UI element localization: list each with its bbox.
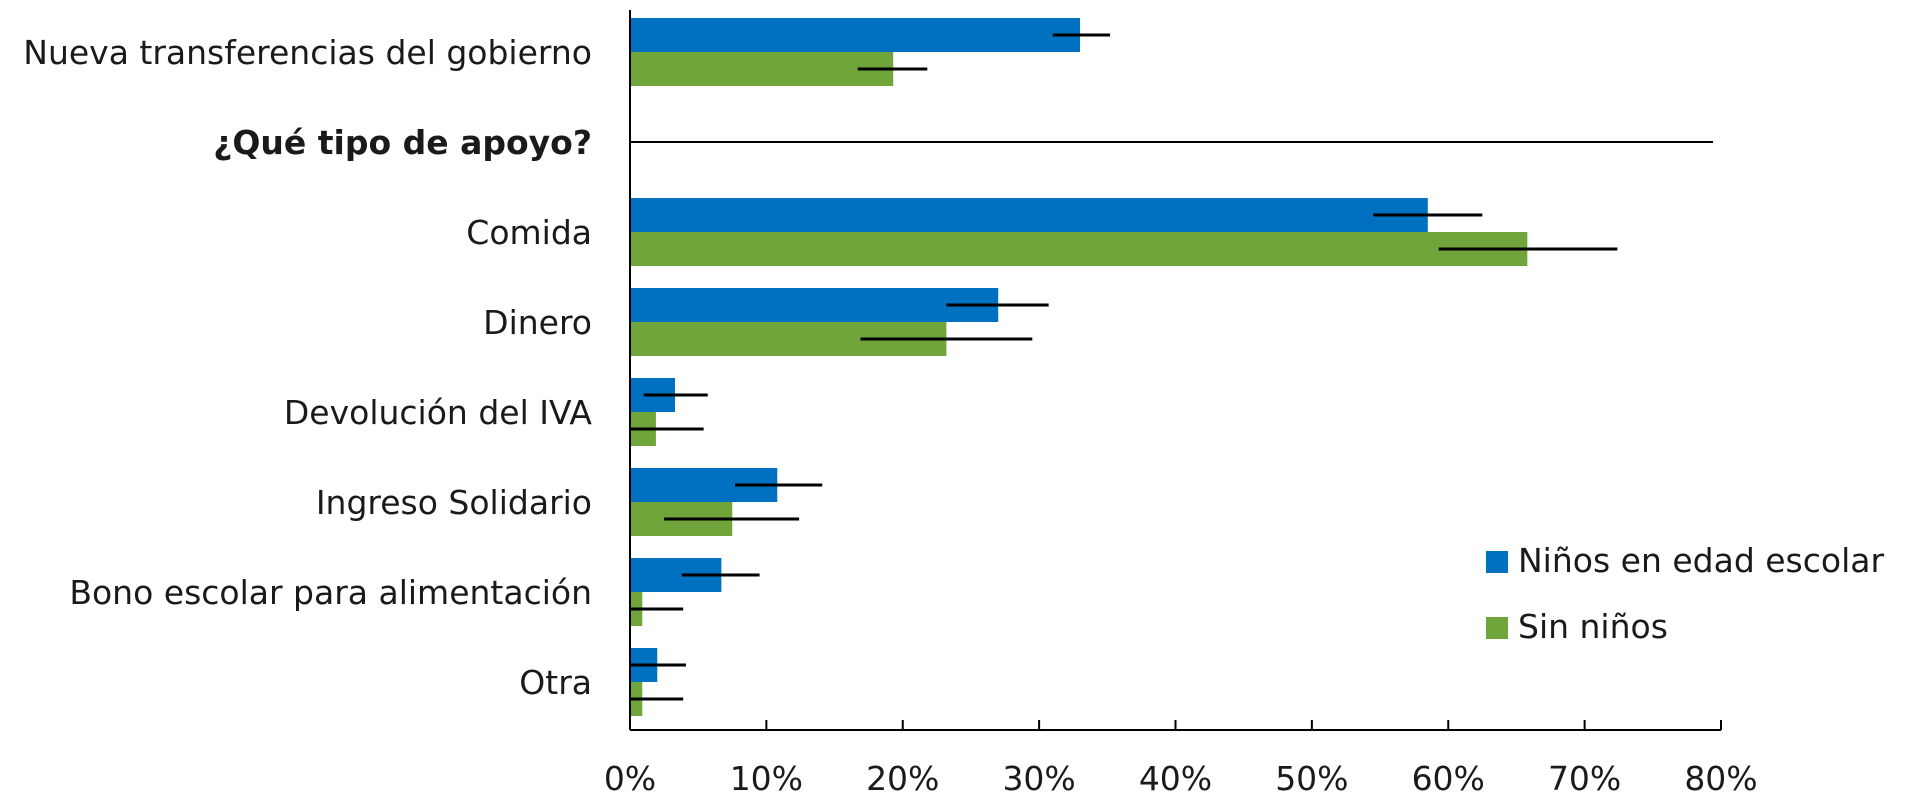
bar-sin-ninos xyxy=(630,232,1528,266)
category-label: ¿Qué tipo de apoyo? xyxy=(213,123,592,162)
x-tick-label: 10% xyxy=(730,759,803,798)
category-label: Bono escolar para alimentación xyxy=(69,573,592,612)
bar-ninos xyxy=(630,198,1428,232)
x-tick-label: 50% xyxy=(1275,759,1348,798)
category-label: Ingreso Solidario xyxy=(316,483,592,522)
bars-group xyxy=(630,18,1528,716)
axes-group: 0% 10% 20% 30% 40% 50% 60% 70% 80% xyxy=(604,10,1758,798)
x-tick-label: 30% xyxy=(1002,759,1075,798)
legend-swatch xyxy=(1486,617,1508,639)
category-label: Devolución del IVA xyxy=(284,393,593,432)
category-label: Comida xyxy=(466,213,592,252)
bar-ninos xyxy=(630,18,1081,52)
category-label: Nueva transferencias del gobierno xyxy=(23,33,592,72)
x-tick-label: 20% xyxy=(866,759,939,798)
legend-label: Sin niños xyxy=(1518,607,1668,646)
error-bars-group xyxy=(630,33,1618,701)
legend-swatch xyxy=(1486,551,1508,573)
category-label: Otra xyxy=(519,663,592,702)
bar-sin-ninos xyxy=(630,52,894,86)
x-tick-label: 80% xyxy=(1684,759,1757,798)
x-tick-label: 60% xyxy=(1412,759,1485,798)
bar-ninos xyxy=(630,288,999,322)
legend-label: Niños en edad escolar xyxy=(1518,541,1884,580)
category-label: Dinero xyxy=(483,303,592,342)
x-tick-label: 0% xyxy=(604,759,656,798)
category-labels: Nueva transferencias del gobierno ¿Qué ti… xyxy=(23,33,592,702)
x-tick-label: 40% xyxy=(1139,759,1212,798)
x-tick-label: 70% xyxy=(1548,759,1621,798)
legend: Niños en edad escolar Sin niños xyxy=(1486,541,1884,646)
